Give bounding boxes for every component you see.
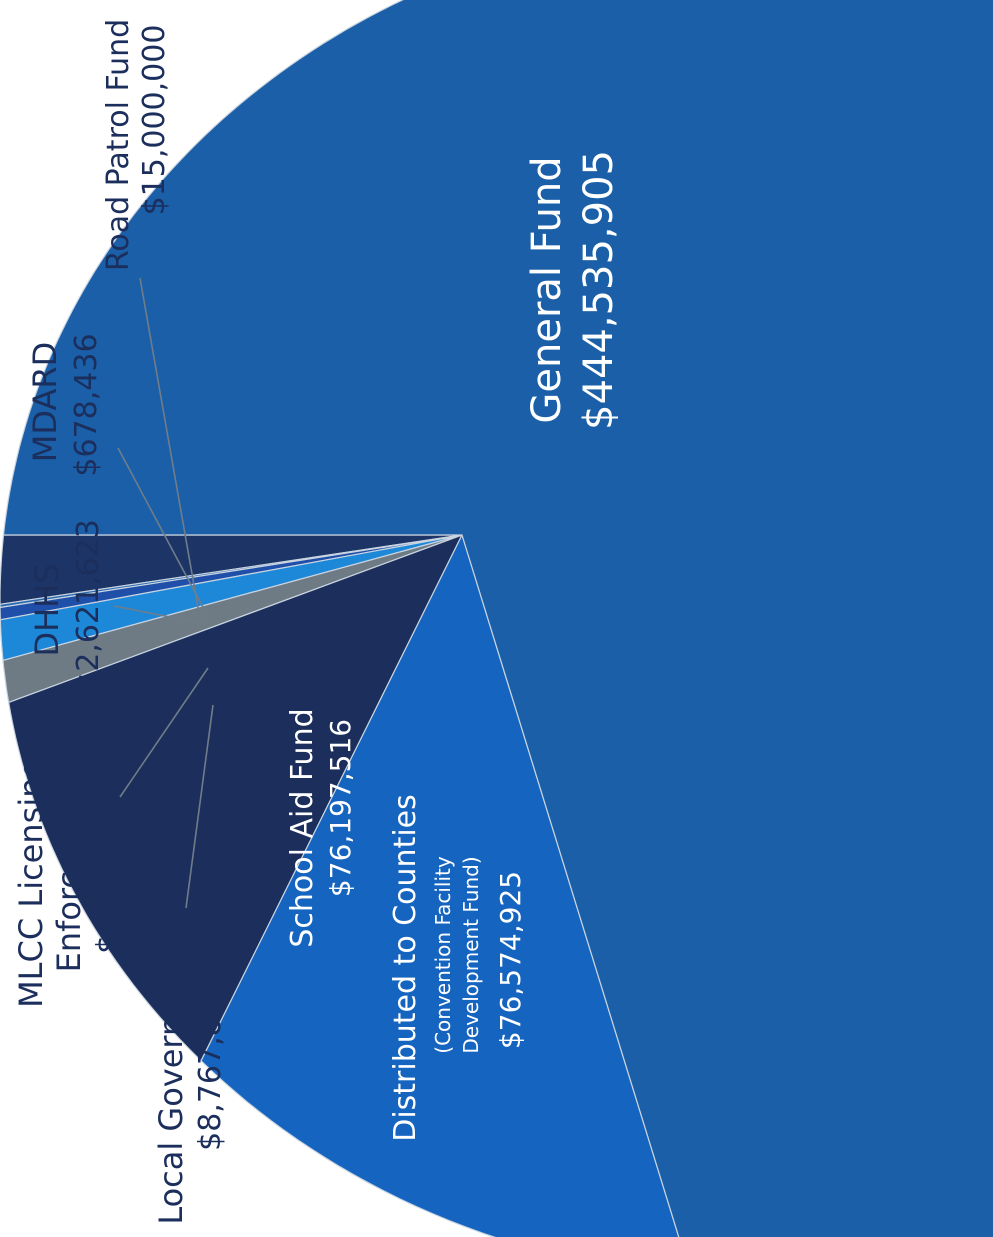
label-mdard-value: $678,436 bbox=[69, 333, 104, 476]
pie-slice-counties bbox=[200, 533, 680, 1237]
label-counties-sub1: (Convention Facility bbox=[431, 856, 455, 1054]
leader-lines bbox=[113, 277, 214, 909]
label-mlcc-name-line2: Enforcement bbox=[50, 768, 88, 973]
label-dhhs-name: DHHS bbox=[28, 563, 66, 656]
label-dhhs-value: $2,621,623 bbox=[71, 519, 106, 691]
label-counties-name: Distributed to Counties bbox=[388, 794, 423, 1142]
label-school-aid-name: School Aid Fund bbox=[285, 708, 320, 947]
leader-mlcc bbox=[119, 667, 209, 798]
label-local-gov-name: Local Governments bbox=[152, 915, 190, 1224]
labels: Road Patrol Fund $15,000,000 MDARD $678,… bbox=[12, 19, 622, 1225]
label-road-patrol-value: $15,000,000 bbox=[137, 25, 172, 216]
label-counties-sub2: Development Fund) bbox=[459, 856, 483, 1053]
leader-local-gov bbox=[185, 704, 214, 909]
label-local-gov-value: $8,767,896 bbox=[193, 979, 228, 1151]
label-mlcc-value: $8,573,656 bbox=[91, 782, 126, 954]
label-general-fund-value: $444,535,905 bbox=[576, 150, 622, 430]
label-general-fund-name: General Fund bbox=[524, 156, 570, 423]
label-road-patrol-name: Road Patrol Fund bbox=[101, 19, 136, 271]
label-mlcc-name-line1: MLCC Licensing & bbox=[12, 722, 50, 1008]
leader-mdard bbox=[117, 447, 206, 612]
leader-road-patrol bbox=[139, 277, 199, 609]
label-mdard-name: MDARD bbox=[26, 342, 64, 462]
label-counties-value: $76,574,925 bbox=[494, 871, 527, 1049]
leader-dhhs bbox=[113, 605, 207, 625]
pie-slice-school-aid bbox=[8, 533, 464, 1062]
label-school-aid-value: $76,197,516 bbox=[324, 719, 357, 897]
